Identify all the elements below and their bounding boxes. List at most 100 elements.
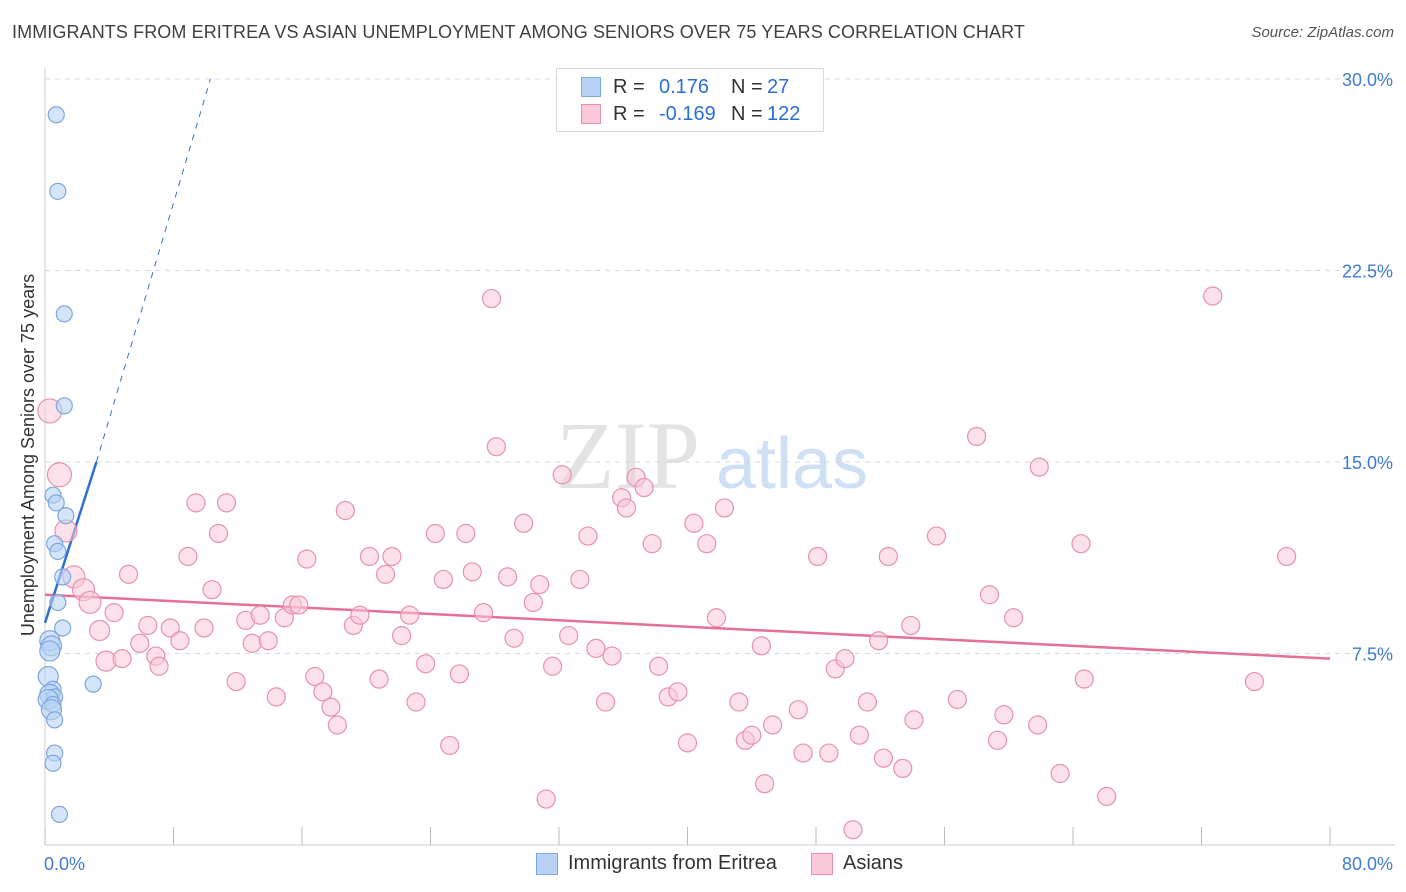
legend-r-label: R = [613,75,645,98]
scatter-point-asians [406,692,426,712]
scatter-point-eritrea [49,542,67,560]
scatter-point-asians [1071,534,1091,554]
scatter-point-asians [742,725,762,745]
scatter-point-eritrea [39,640,61,662]
scatter-point-asians [462,562,482,582]
scatter-point-asians [967,426,987,447]
scatter-point-asians [504,628,524,648]
scatter-point-asians [313,682,333,702]
scatter-point-asians [1003,608,1024,628]
scatter-point-asians [456,523,476,544]
scatter-point-asians [1028,715,1048,735]
scatter-point-asians [523,592,543,613]
scatter-point-asians [46,462,73,488]
scatter-point-asians [226,671,246,692]
scatter-point-asians [979,585,1000,605]
chart-title: IMMIGRANTS FROM ERITREA VS ASIAN UNEMPLO… [12,22,1025,42]
scatter-point-asians [763,715,783,735]
scatter-point-asians [552,465,572,485]
scatter-point-eritrea [54,619,72,637]
scatter-point-asians [202,580,222,600]
y-tick-label: 30.0% [1342,70,1393,90]
scatter-point-asians [706,608,727,628]
scatter-point-asians [819,743,839,763]
watermark-atlas: atlas [716,424,868,504]
scatter-point-asians [843,820,863,840]
scatter-point-eritrea [49,182,67,200]
legend-n-label: N = [731,102,763,125]
scatter-point-asians [359,546,380,567]
scatter-point-eritrea [57,507,75,525]
scatter-point-asians [1029,457,1049,477]
scatter-point-asians [1097,786,1117,807]
scatter-point-asians [327,715,347,735]
scatter-point-asians [149,656,169,676]
legend-n-value: 27 [767,75,790,98]
scatter-point-asians [869,631,889,651]
scatter-point-asians [677,733,698,753]
scatter-point-asians [893,758,913,779]
scatter-point-eritrea [54,568,72,586]
scatter-point-asians [138,615,158,636]
legend-swatch-pink [581,104,601,124]
scatter-point-asians [668,682,688,702]
legend-row-eritrea: R = 0.176 N = 27 [581,75,789,99]
scatter-point-asians [729,692,749,712]
scatter-point-eritrea [44,754,62,772]
scatter-point-asians [216,493,237,513]
scatter-point-asians [486,437,506,457]
scatter-point-asians [684,513,704,533]
scatter-point-asians [369,669,389,689]
scatter-point-asians [595,692,616,712]
scatter-point-asians [648,656,669,676]
scatter-point-asians [808,546,828,567]
legend-r-value: -0.169 [659,102,716,125]
scatter-point-asians [570,569,590,590]
watermark: ZIP atlas [556,402,868,509]
scatter-point-asians [130,633,150,653]
scatter-point-asians [947,689,967,710]
scatter-point-asians [382,546,402,567]
bottom-legend-eritrea: Immigrants from Eritrea [536,852,777,875]
bottom-legend-label: Immigrants from Eritrea [568,852,777,874]
scatter-point-asians [994,705,1014,725]
scatter-point-asians [186,493,206,513]
scatter-point-asians [901,615,921,636]
bottom-legend-swatch-pink [811,852,833,875]
scatter-point-asians [602,646,622,666]
legend-r-value: 0.176 [659,75,710,98]
scatter-point-asians [425,523,445,544]
scatter-point-asians [498,567,518,587]
scatter-point-asians [258,631,278,651]
scatter-point-eritrea [46,711,64,729]
scatter-point-asians [104,603,124,623]
x-tick-label: 80.0% [1342,854,1393,874]
scatter-point-asians [1074,669,1094,689]
scatter-point-asians [391,626,412,646]
scatter-point-asians [578,526,598,546]
scatter-point-asians [616,498,637,518]
scatter-point-asians [1244,671,1265,692]
scatter-point-asians [160,618,180,638]
scatter-point-asians [242,633,262,653]
scatter-point-asians [170,631,190,651]
scatter-point-asians [440,735,460,756]
scatter-point-asians [321,697,341,717]
scatter-point-asians [926,526,947,546]
scatter-point-asians [178,546,198,567]
scatter-point-asians [530,574,550,595]
legend-n-value: 122 [767,102,801,125]
legend-n-label: N = [731,75,763,98]
scatter-point-asians [634,477,654,498]
y-tick-label: 7.5% [1352,645,1393,665]
scatter-point-asians [350,605,370,625]
bottom-legend-swatch-blue [536,852,558,875]
scatter-point-asians [473,603,494,623]
scatter-point-asians [904,710,924,730]
scatter-point-eritrea [55,305,73,323]
scatter-point-asians [335,500,355,521]
scatter-point-asians [375,564,396,584]
scatter-point-asians [433,569,453,590]
scatter-point-asians [78,590,102,615]
